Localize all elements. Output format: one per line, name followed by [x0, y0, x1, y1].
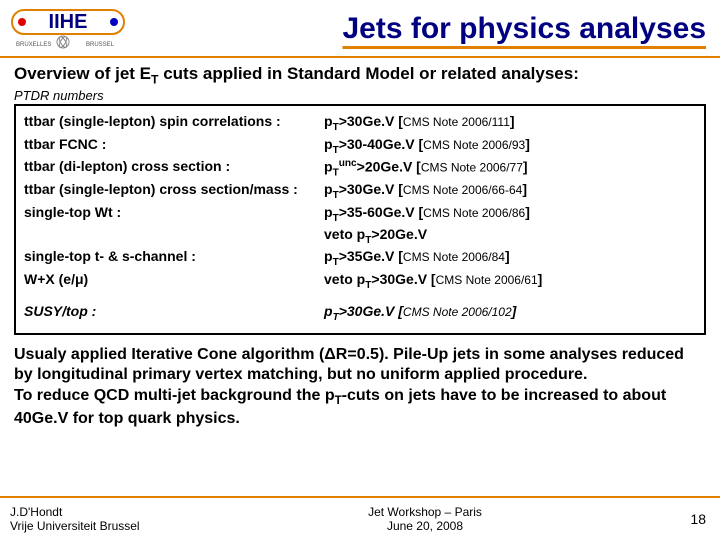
footer-left: J.D'Hondt Vrije Universiteit Brussel	[0, 503, 200, 535]
cut-label: W+X (e/μ)	[24, 270, 324, 292]
cut-label: ttbar (di-lepton) cross section :	[24, 157, 324, 180]
affiliation: Vrije Universiteit Brussel	[10, 519, 190, 533]
cut-row: ttbar (single-lepton) cross section/mass…	[24, 180, 696, 202]
cut-label: ttbar (single-lepton) spin correlations …	[24, 112, 324, 134]
cut-row: veto pT>20Ge.V	[24, 225, 696, 247]
svg-text:BRUSSEL: BRUSSEL	[86, 42, 115, 48]
event: Jet Workshop – Paris	[210, 505, 640, 519]
overview-prefix: Overview of jet E	[14, 64, 151, 83]
paragraph-1: Usualy applied Iterative Cone algorithm …	[14, 345, 706, 387]
overview-line: Overview of jet ET cuts applied in Stand…	[14, 64, 706, 86]
cut-value: pT>30Ge.V [CMS Note 2006/111]	[324, 112, 696, 134]
cut-label: ttbar (single-lepton) cross section/mass…	[24, 180, 324, 202]
cut-row: ttbar (di-lepton) cross section :pTunc>2…	[24, 157, 696, 180]
footer-center: Jet Workshop – Paris June 20, 2008	[200, 503, 650, 535]
header: IIHE BRUXELLES BRUSSEL Jets for physics …	[0, 0, 720, 58]
cut-value: pT>30-40Ge.V [CMS Note 2006/93]	[324, 135, 696, 157]
date: June 20, 2008	[210, 519, 640, 533]
cuts-box: ttbar (single-lepton) spin correlations …	[14, 104, 706, 334]
slide-title: Jets for physics analyses	[128, 0, 720, 46]
ptdr-label: PTDR numbers	[14, 88, 706, 103]
overview-suffix: cuts applied in Standard Model or relate…	[158, 64, 578, 83]
cut-value: pT>35Ge.V [CMS Note 2006/84]	[324, 247, 696, 269]
svg-text:IIHE: IIHE	[49, 11, 88, 33]
cut-label: single-top t- & s-channel :	[24, 247, 324, 269]
footer: J.D'Hondt Vrije Universiteit Brussel Jet…	[0, 496, 720, 540]
cut-value: veto pT>30Ge.V [CMS Note 2006/61]	[324, 270, 696, 292]
susy-row: SUSY/top :pT>30Ge.V [CMS Note 2006/102]	[24, 302, 696, 324]
cut-row: single-top t- & s-channel :pT>35Ge.V [CM…	[24, 247, 696, 269]
svg-text:BRUXELLES: BRUXELLES	[16, 42, 51, 48]
cut-label	[24, 225, 324, 247]
author: J.D'Hondt	[10, 505, 190, 519]
cut-value: pT>30Ge.V [CMS Note 2006/66-64]	[324, 180, 696, 202]
cut-row: ttbar FCNC :pT>30-40Ge.V [CMS Note 2006/…	[24, 135, 696, 157]
cut-row: ttbar (single-lepton) spin correlations …	[24, 112, 696, 134]
cut-label: single-top Wt :	[24, 203, 324, 225]
cut-label: ttbar FCNC :	[24, 135, 324, 157]
iihe-logo: IIHE BRUXELLES BRUSSEL	[8, 4, 128, 56]
cut-value: pT>35-60Ge.V [CMS Note 2006/86]	[324, 203, 696, 225]
susy-value: pT>30Ge.V [CMS Note 2006/102]	[324, 302, 696, 324]
cut-value: veto pT>20Ge.V	[324, 225, 696, 247]
cut-row: single-top Wt :pT>35-60Ge.V [CMS Note 20…	[24, 203, 696, 225]
page-number: 18	[650, 509, 720, 529]
cut-value: pTunc>20Ge.V [CMS Note 2006/77]	[324, 157, 696, 180]
cut-row: W+X (e/μ)veto pT>30Ge.V [CMS Note 2006/6…	[24, 270, 696, 292]
content-area: Overview of jet ET cuts applied in Stand…	[0, 58, 720, 430]
susy-label: SUSY/top :	[24, 302, 324, 324]
paragraph-2: To reduce QCD multi-jet background the p…	[14, 386, 706, 430]
